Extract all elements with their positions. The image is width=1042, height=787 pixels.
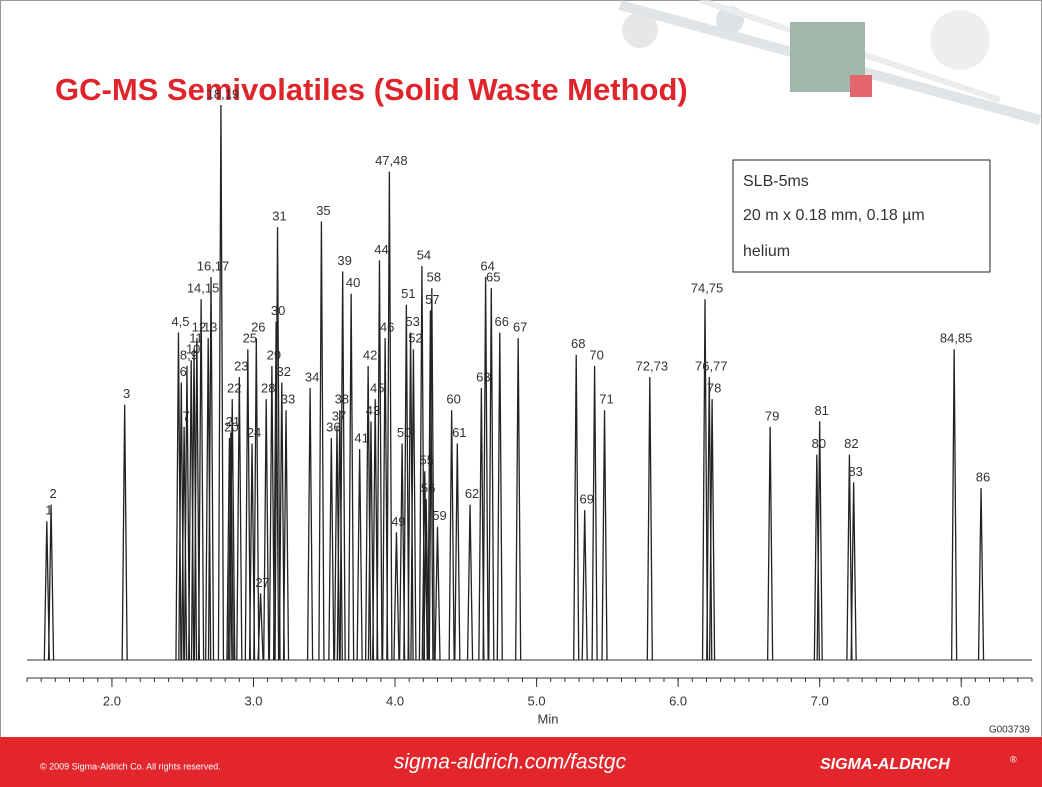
x-tick-label: 2.0 — [103, 693, 121, 708]
peak-label: 28 — [261, 381, 275, 396]
x-tick-label: 4.0 — [386, 693, 404, 708]
peak-label: 65 — [486, 270, 500, 285]
slide: GC-MS Semivolatiles (Solid Waste Method)… — [0, 0, 1042, 787]
annotation: 20 m x 0.18 mm, 0.18 µm — [743, 207, 925, 224]
brand: SIGMA-ALDRICH — [820, 756, 950, 773]
peak-label: 42 — [363, 347, 377, 362]
peak-label: 82 — [844, 436, 858, 451]
peak-label: 41 — [354, 431, 368, 446]
peak-label: 53 — [405, 314, 419, 329]
peak-label: 34 — [305, 369, 319, 384]
peak-label: 74,75 — [691, 281, 724, 296]
peak-label: 58 — [427, 270, 441, 285]
peak-label: 32 — [277, 364, 291, 379]
peak-label: 84,85 — [940, 331, 973, 346]
chart-title: GC-MS Semivolatiles (Solid Waste Method) — [55, 72, 688, 107]
annotation: SLB-5ms — [743, 173, 809, 190]
annotation: helium — [743, 243, 790, 260]
peak-label: 6 — [180, 364, 187, 379]
peak-label: 54 — [417, 247, 431, 262]
figure-id: G003739 — [989, 725, 1031, 736]
peak-label: 61 — [452, 425, 466, 440]
peak-label: 14,15 — [187, 281, 220, 296]
peak-label: 23 — [234, 358, 248, 373]
peak-label: 70 — [589, 347, 603, 362]
brand-mark: ® — [1010, 754, 1017, 764]
footer-url: sigma-aldrich.com/fastgc — [394, 751, 627, 774]
x-tick-label: 6.0 — [669, 693, 687, 708]
peak-label: 62 — [465, 486, 479, 501]
peak-label: 78 — [707, 381, 721, 396]
x-tick-label: 5.0 — [528, 693, 546, 708]
peak-label: 39 — [337, 253, 351, 268]
peak-label: 44 — [374, 242, 388, 257]
slide-border — [1, 1, 1042, 787]
peak-label: 2 — [49, 486, 56, 501]
peak-label: 66 — [495, 314, 509, 329]
x-axis-label: Min — [538, 711, 559, 726]
copyright: © 2009 Sigma-Aldrich Co. All rights rese… — [40, 761, 221, 771]
peak-label: 33 — [281, 392, 295, 407]
peak-label: 3 — [123, 386, 130, 401]
peak-label: 60 — [446, 392, 460, 407]
peak-label: 83 — [848, 464, 862, 479]
peak-label: 47,48 — [375, 153, 408, 168]
x-tick-label: 8.0 — [952, 693, 970, 708]
peak-label: 46 — [380, 320, 394, 335]
peak-label: 86 — [976, 469, 990, 484]
page: {"chart_data": {"type": "chromatogram", … — [0, 0, 1042, 787]
peak-label: 35 — [316, 203, 330, 218]
peak-label: 16,17 — [197, 258, 230, 273]
peak-label: 81 — [814, 403, 828, 418]
peak-label: 51 — [401, 286, 415, 301]
peak-label: 79 — [765, 408, 779, 423]
peak-label: 26 — [251, 320, 265, 335]
peak-label: 67 — [513, 320, 527, 335]
peak-label: 4,5 — [171, 314, 189, 329]
peak-label: 31 — [272, 209, 286, 224]
peak-label: 59 — [432, 508, 446, 523]
peak-label: 69 — [579, 492, 593, 507]
x-tick-label: 3.0 — [244, 693, 262, 708]
peak-label: 76,77 — [695, 358, 728, 373]
peak-label: 40 — [346, 275, 360, 290]
peak-label: 63 — [476, 369, 490, 384]
peak-label: 71 — [599, 392, 613, 407]
peak-label: 18,19 — [207, 86, 240, 101]
x-tick-label: 7.0 — [811, 693, 829, 708]
peak-label: 45 — [370, 381, 384, 396]
peak-label: 68 — [571, 336, 585, 351]
peak-label: 72,73 — [636, 358, 669, 373]
